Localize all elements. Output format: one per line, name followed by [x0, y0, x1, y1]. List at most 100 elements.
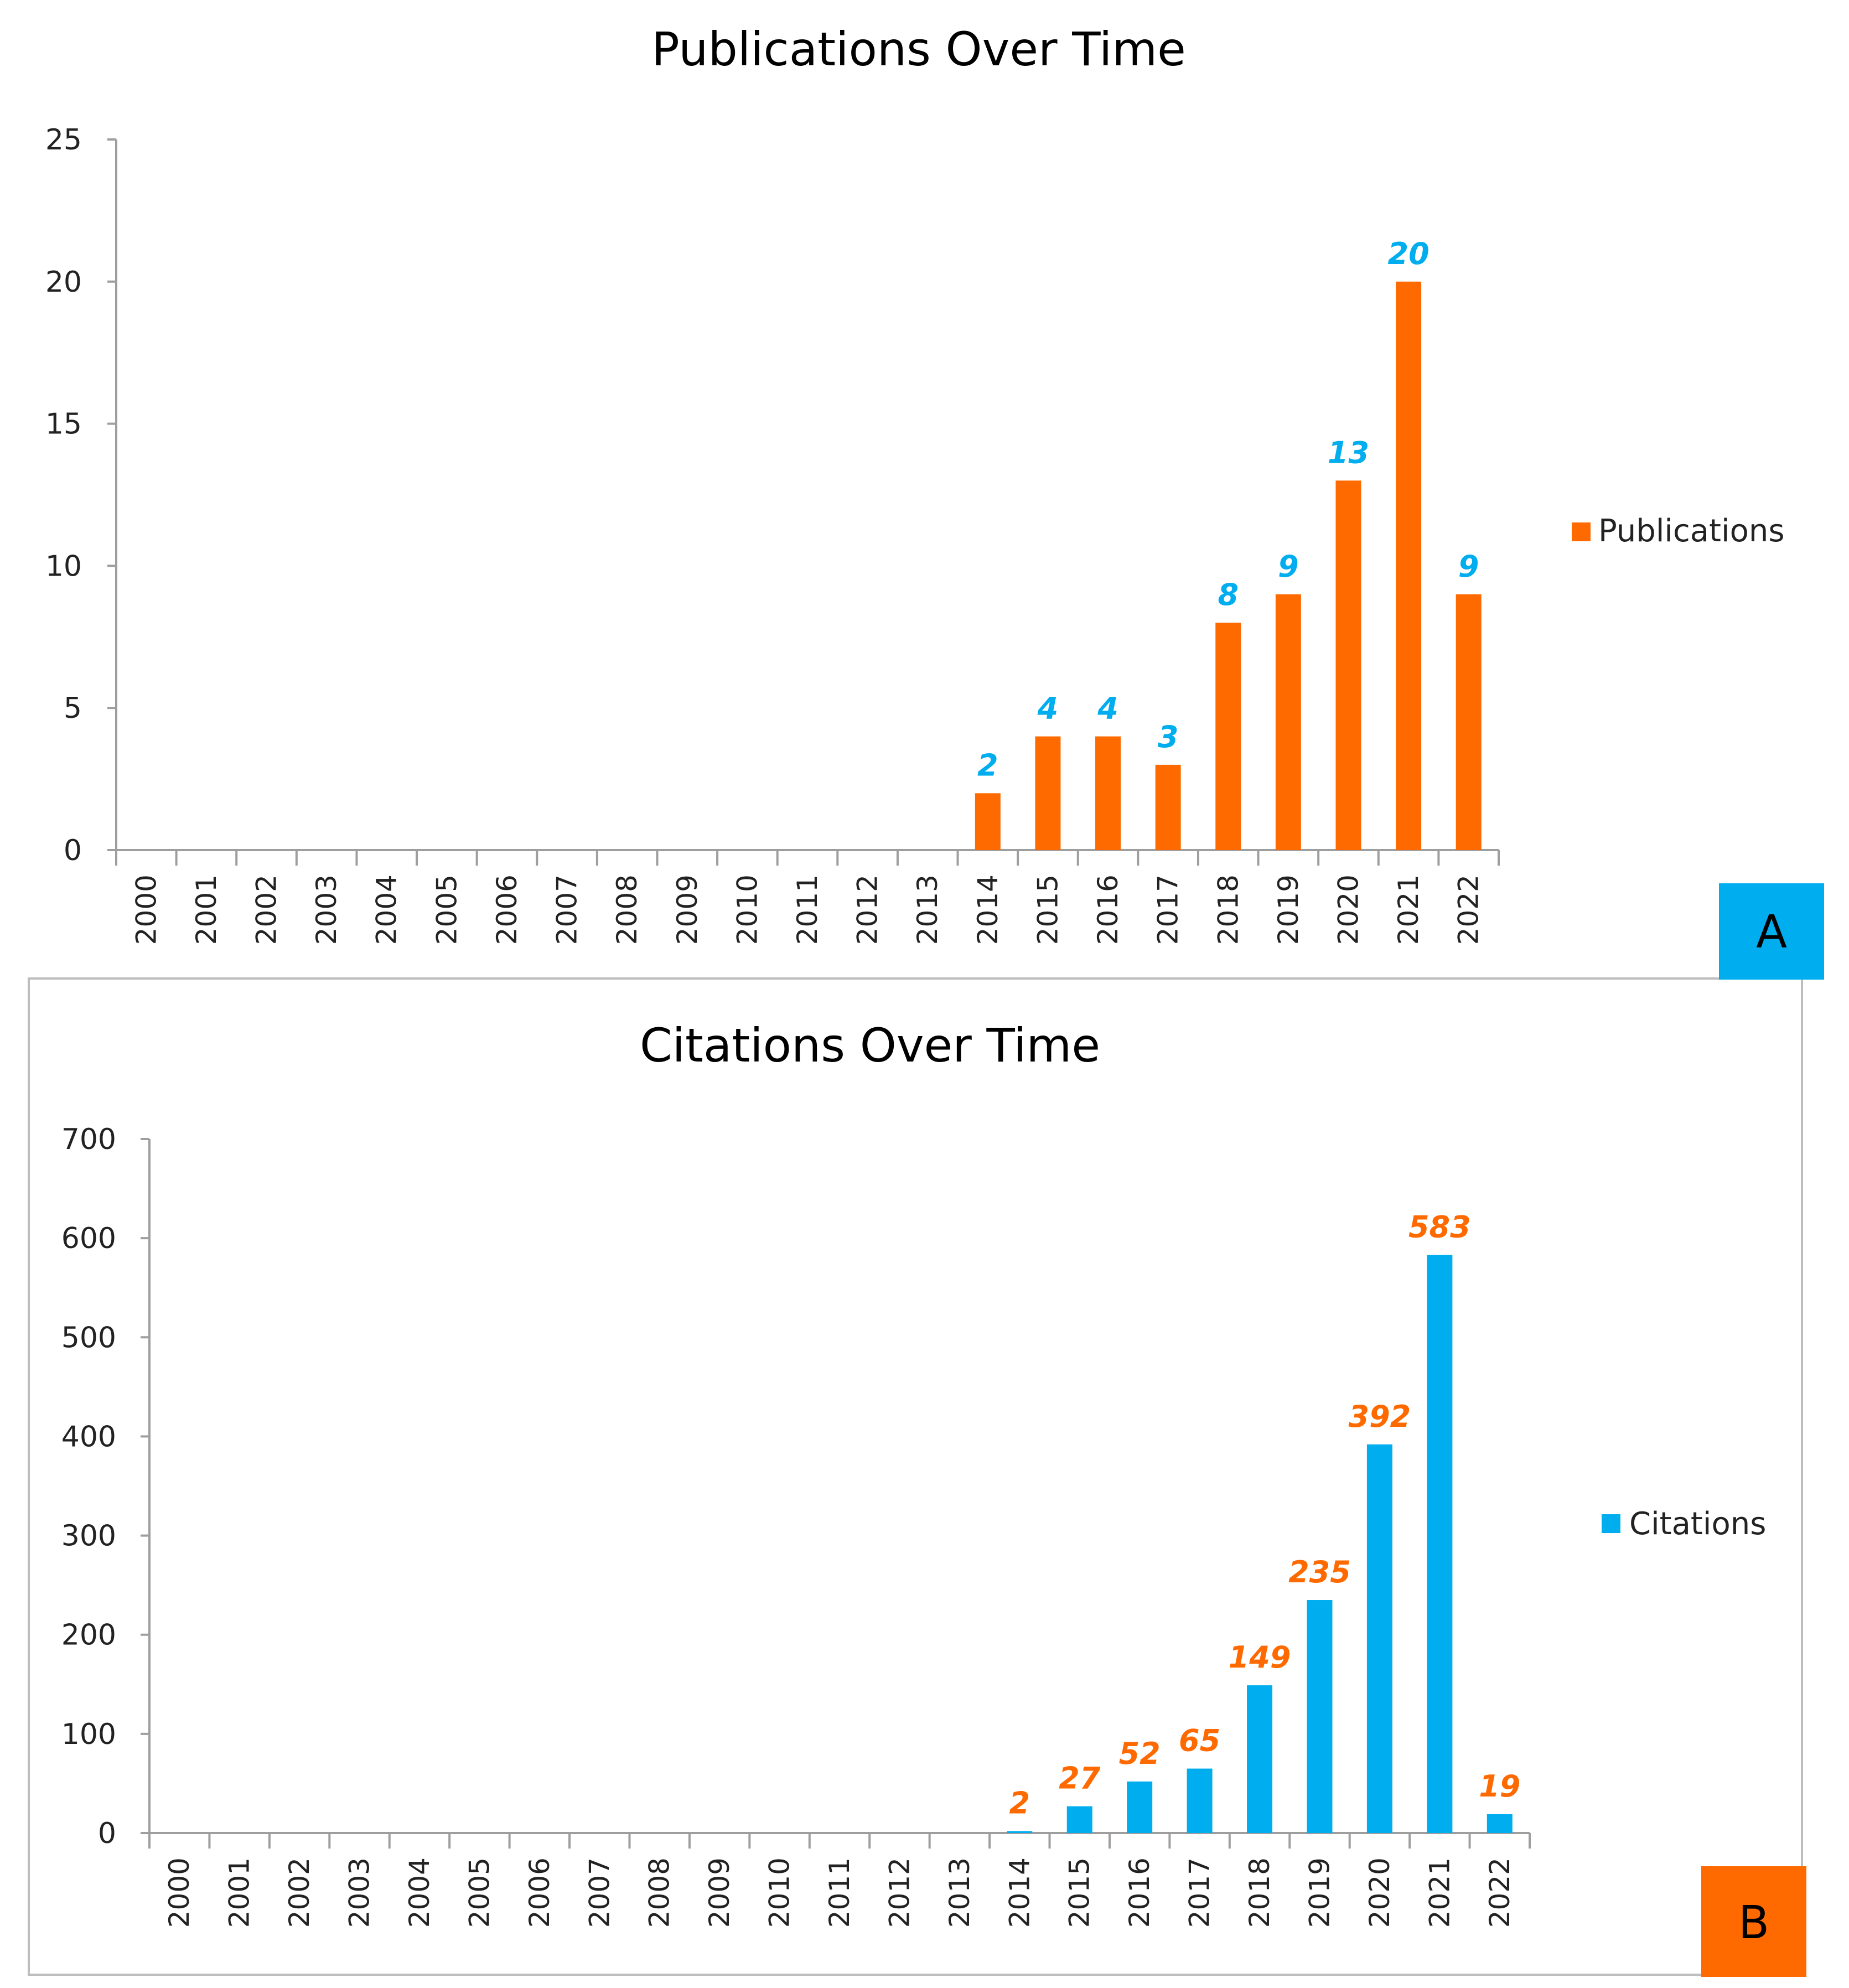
data-label: 235: [1288, 1555, 1351, 1590]
x-tick-label: 2006: [491, 874, 523, 945]
x-tick-label: 2018: [1244, 1857, 1276, 1928]
bar: [1456, 594, 1482, 850]
legend: Publications: [1572, 513, 1785, 549]
data-label: 3: [1158, 719, 1179, 754]
panel-b: Citations Over Time 0 100 200 300 400 500 600 7…: [61, 1018, 1806, 1977]
bar: [1155, 764, 1181, 850]
y-tick-label: 15: [45, 408, 82, 441]
bar: [1007, 1831, 1033, 1833]
bar: [1366, 1444, 1392, 1833]
panel-label-text: B: [1738, 1897, 1769, 1949]
x-tick-label: 2014: [972, 874, 1004, 945]
x-tick-label: 2015: [1032, 874, 1064, 945]
legend-swatch: [1602, 1514, 1620, 1533]
bar: [1487, 1814, 1513, 1833]
chart-title: Publications Over Time: [651, 22, 1186, 76]
y-tick-label: 25: [45, 123, 82, 157]
bar: [1396, 281, 1422, 850]
x-tick-label: 2005: [463, 1857, 495, 1928]
x-tick-label: 2021: [1423, 1857, 1456, 1928]
data-label: 4: [1097, 691, 1118, 726]
panel-b-frame: [28, 977, 1803, 1976]
bar: [1066, 1806, 1092, 1833]
x-tick-label: 2010: [764, 1857, 796, 1928]
x-tick-label: 2001: [190, 874, 222, 945]
x-tick-label: 2011: [823, 1857, 856, 1928]
data-label: 8: [1218, 577, 1239, 612]
x-tick-label: 2012: [852, 874, 884, 945]
bar: [975, 793, 1001, 850]
x-tick-label: 2009: [671, 874, 703, 945]
bar: [1127, 1781, 1153, 1833]
panel-a: Publications Over Time 0 5 10 15 20 25 2000 20…: [45, 22, 1824, 980]
data-label: 13: [1328, 435, 1369, 470]
x-tick-label: 2007: [551, 874, 583, 945]
y-tick-label: 600: [61, 1222, 116, 1255]
bars: [1007, 1255, 1513, 1833]
x-tick-label: 2013: [911, 874, 944, 945]
x-tick-label: 2000: [163, 1857, 195, 1928]
y-tick-label: 0: [64, 834, 82, 867]
y-tick-label: 300: [61, 1520, 116, 1553]
y-tick-label: 0: [98, 1817, 116, 1850]
legend-label: Citations: [1629, 1506, 1766, 1542]
y-axis: 0 5 10 15 20 25: [45, 123, 117, 867]
x-tick-label: 2002: [251, 874, 283, 945]
y-tick-label: 5: [64, 692, 82, 725]
bar: [1335, 480, 1361, 850]
data-label: 65: [1179, 1723, 1220, 1758]
bar: [1307, 1600, 1333, 1833]
data-label: 2: [1009, 1785, 1030, 1820]
y-tick-label: 200: [61, 1619, 116, 1652]
bar: [1095, 736, 1121, 850]
x-tick-label: 2015: [1064, 1857, 1096, 1928]
data-label: 583: [1408, 1210, 1471, 1245]
data-label: 4: [1037, 691, 1059, 726]
data-label: 52: [1119, 1736, 1161, 1771]
bar: [1187, 1768, 1213, 1833]
x-tick-label: 2021: [1392, 874, 1425, 945]
x-tick-label: 2000: [130, 874, 162, 945]
x-tick-label: 2017: [1184, 1857, 1216, 1928]
x-axis: 2000 2001 2002 2003 2004 2005 2006 2007 2008 2009…: [115, 849, 1500, 945]
legend-label: Publications: [1598, 513, 1785, 549]
panel-label-bg: [1701, 1866, 1806, 1977]
bars: [975, 281, 1482, 850]
x-tick-label: 2004: [403, 1857, 436, 1928]
x-tick-label: 2018: [1212, 874, 1244, 945]
x-tick-label: 2008: [611, 874, 643, 945]
x-tick-label: 2019: [1272, 874, 1304, 945]
panel-label-bg: [1719, 883, 1824, 980]
y-tick-label: 700: [61, 1123, 116, 1156]
x-tick-label: 2016: [1092, 874, 1124, 945]
x-axis: 2000 2001 2002 2003 2004 2005 2006 2007 2008 2009…: [148, 1832, 1531, 1928]
data-label: 9: [1278, 549, 1299, 584]
y-tick-label: 400: [61, 1420, 116, 1453]
bar: [1247, 1685, 1273, 1833]
x-tick-label: 2005: [431, 874, 463, 945]
x-tick-label: 2003: [344, 1857, 376, 1928]
y-tick-label: 10: [45, 550, 82, 583]
data-label: 9: [1458, 549, 1479, 584]
y-tick-label: 20: [45, 266, 82, 299]
bar: [1035, 736, 1061, 850]
x-tick-label: 2010: [731, 874, 763, 945]
x-tick-label: 2008: [644, 1857, 676, 1928]
chart-title: Citations Over Time: [640, 1018, 1100, 1073]
panel-label-text: A: [1756, 906, 1787, 959]
x-tick-label: 2006: [524, 1857, 556, 1928]
x-tick-label: 2004: [371, 874, 403, 945]
x-tick-label: 2001: [224, 1857, 256, 1928]
x-tick-label: 2019: [1303, 1857, 1335, 1928]
bar: [1215, 623, 1241, 850]
x-tick-label: 2017: [1152, 874, 1184, 945]
x-tick-label: 2022: [1453, 874, 1485, 945]
bar: [1427, 1255, 1453, 1833]
data-labels: 2 4 4 3 8 9 13 20 9: [977, 236, 1479, 783]
x-tick-label: 2014: [1003, 1857, 1035, 1928]
data-label: 27: [1059, 1761, 1101, 1796]
data-label: 149: [1229, 1640, 1291, 1675]
x-tick-label: 2002: [283, 1857, 315, 1928]
data-label: 20: [1388, 236, 1430, 271]
